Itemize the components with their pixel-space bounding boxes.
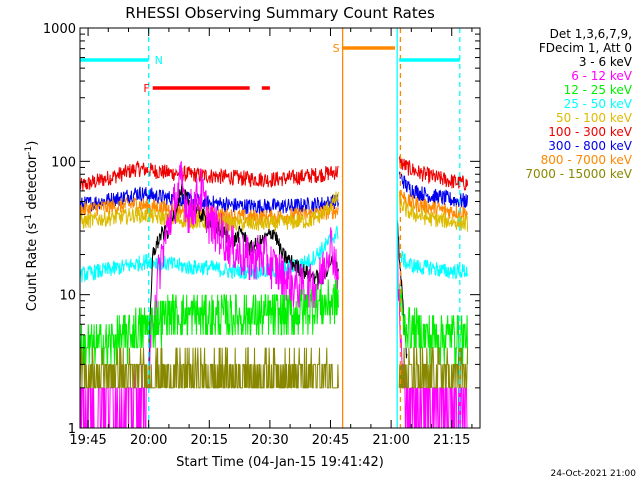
series-line-7-after	[399, 283, 469, 365]
legend-entry: 800 - 7000 keV	[541, 153, 633, 167]
axes: 1 10 100 1000 19:45 20:00 20:15 20:30 20:45 21:00…	[43, 22, 481, 448]
legend-entry: 25 - 50 keV	[564, 97, 633, 111]
legend: Det 1,3,6,7,9, FDecim 1, Att 0 3 - 6 keV…	[525, 27, 632, 181]
series-line-2-after	[398, 189, 469, 221]
x-tick-label: 21:15	[433, 433, 470, 448]
legend-entry: 100 - 300 keV	[548, 125, 632, 139]
x-tick-label: 21:00	[372, 433, 409, 448]
series-line-3-after	[398, 193, 469, 232]
state-bar-label-N: N	[155, 54, 163, 67]
y-tick-label: 1000	[43, 22, 76, 37]
footer-date: 24-Oct-2021 21:00	[551, 469, 637, 479]
plot-area: N F S	[79, 28, 469, 429]
x-tick-label: 20:30	[251, 433, 288, 448]
x-tick-label: 20:15	[191, 433, 228, 448]
series-line-7-before	[79, 279, 339, 365]
legend-header-line2: FDecim 1, Att 0	[539, 41, 632, 55]
series-line-1-before	[79, 186, 339, 215]
y-tick-label: 1	[68, 422, 76, 437]
legend-entry: 50 - 100 keV	[556, 111, 633, 125]
x-axis-label: Start Time (04-Jan-15 19:41:42)	[176, 455, 384, 470]
series-line-0-after	[398, 156, 469, 191]
series-line-8-after	[398, 347, 469, 389]
y-axis-label-sup2: -1	[24, 146, 34, 155]
series-line-8-before	[79, 347, 339, 389]
legend-header-line1: Det 1,3,6,7,9,	[550, 27, 632, 41]
legend-entry: 12 - 25 keV	[564, 83, 633, 97]
y-tick-label: 100	[51, 155, 76, 170]
x-tick-label: 19:45	[69, 433, 106, 448]
x-tick-label: 20:00	[130, 433, 167, 448]
legend-entry: 300 - 800 keV	[548, 139, 632, 153]
legend-entry: 6 - 12 keV	[571, 69, 633, 83]
y-axis-label-main: Count Rate (s	[25, 223, 40, 312]
state-bar-label-F: F	[143, 82, 149, 95]
state-bar-label-S: S	[333, 42, 340, 55]
series-line-4-after	[398, 250, 469, 280]
plot-frame	[79, 27, 481, 429]
legend-entry: 7000 - 15000 keV	[525, 167, 632, 181]
chart-title: RHESSI Observing Summary Count Rates	[125, 4, 435, 22]
legend-entry: 3 - 6 keV	[579, 55, 633, 69]
x-tick-label: 20:45	[312, 433, 349, 448]
y-axis-label-sup1: -1	[24, 214, 34, 223]
y-axis-label-mid: detector	[25, 154, 40, 214]
y-axis-label-end: )	[25, 141, 40, 146]
y-tick-label: 10	[59, 289, 76, 304]
y-axis-label: Count Rate (s-1 detector-1)	[24, 141, 40, 312]
series-line-0-before	[79, 160, 339, 191]
series-line-1-after	[398, 171, 469, 209]
